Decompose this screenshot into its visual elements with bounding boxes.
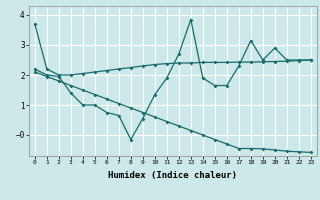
X-axis label: Humidex (Indice chaleur): Humidex (Indice chaleur) [108, 171, 237, 180]
